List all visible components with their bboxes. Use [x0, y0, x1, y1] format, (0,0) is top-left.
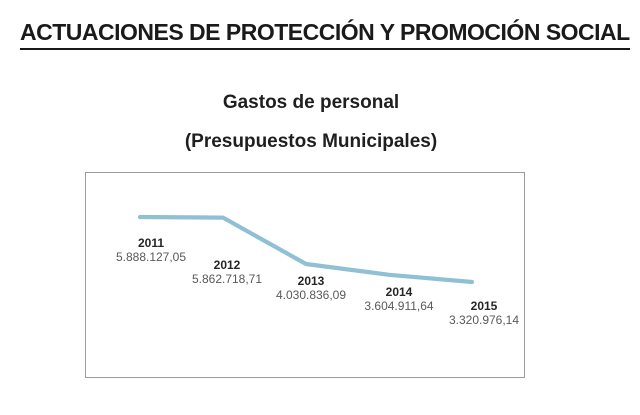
value-label: 4.030.836,09 [275, 288, 347, 303]
line-chart-canvas [137, 214, 475, 285]
chart-area: 2011 5.888.127,05 2012 5.862.718,71 2013 4.03… [85, 172, 525, 378]
page-title-text: ACTUACIONES DE PROTECCIÓN Y PROMOCIÓN SO… [20, 19, 630, 50]
year-label: 2012 [213, 257, 241, 272]
chart-subtitle: (Presupuestos Municipales) [184, 131, 438, 152]
data-label-2015: 2015 3.320.976,14 [449, 299, 519, 327]
data-label-2013: 2013 4.030.836,09 [276, 274, 346, 302]
chart-title: Gastos de personal [222, 92, 400, 113]
value-label: 5.862.718,71 [191, 271, 263, 286]
series-line [137, 214, 475, 285]
data-label-2014: 2014 3.604.911,64 [364, 285, 433, 313]
page-title: ACTUACIONES DE PROTECCIÓN Y PROMOCIÓN SO… [20, 19, 630, 50]
value-label: 5.888.127,05 [115, 250, 187, 265]
data-label-2012: 2012 5.862.718,71 [192, 258, 262, 286]
data-label-2011: 2011 5.888.127,05 [116, 236, 186, 264]
year-label: 2014 [385, 284, 413, 299]
value-label: 3.320.976,14 [448, 313, 520, 328]
year-label: 2013 [297, 274, 325, 288]
year-label: 2015 [470, 299, 498, 313]
year-label: 2011 [137, 236, 165, 250]
value-label: 3.604.911,64 [364, 298, 434, 313]
